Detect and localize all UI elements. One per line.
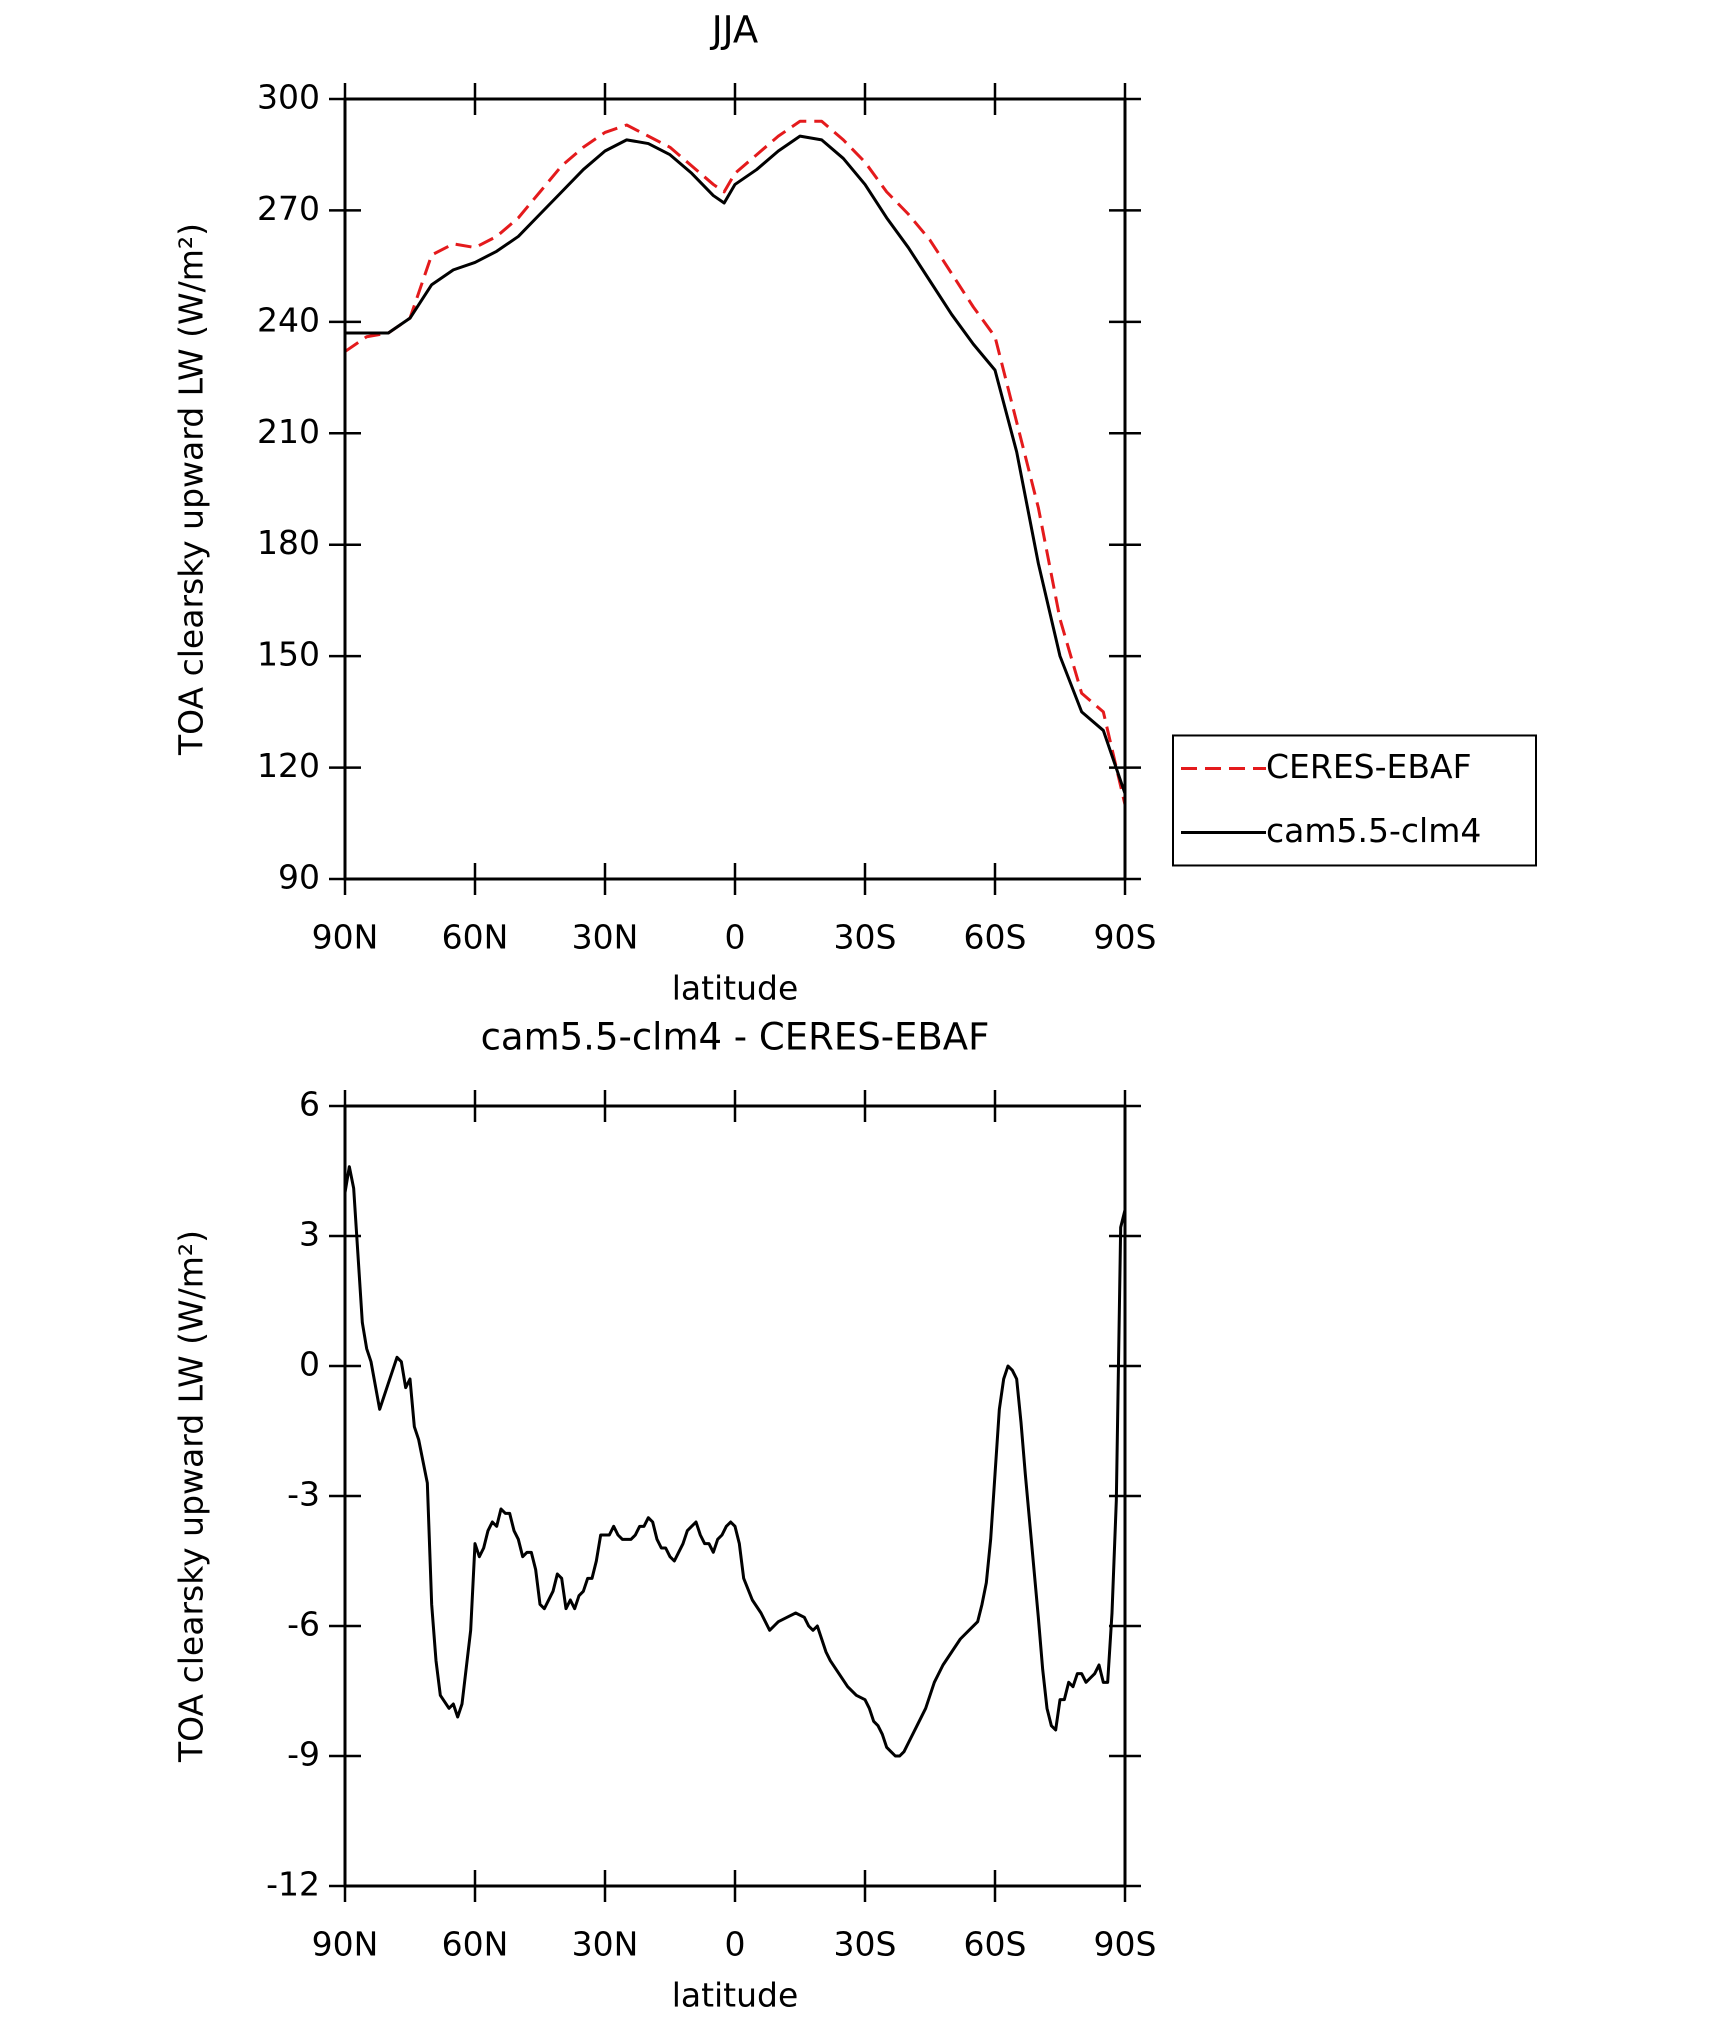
y-tick-label: -6 [287,1605,320,1644]
x-tick-label: 30N [572,918,639,957]
y-tick-label: 90 [278,858,320,897]
y-tick-label: 180 [257,523,320,562]
legend-label: CERES-EBAF [1266,747,1472,786]
x-tick-label: 60S [964,918,1027,957]
y-axis-label: TOA clearsky upward LW (W/m²) [172,223,211,756]
y-tick-label: 120 [257,746,320,785]
x-tick-label: 60N [442,1925,509,1964]
x-tick-label: 90S [1094,1925,1157,1964]
y-tick-label: 300 [257,78,320,117]
y-tick-label: 270 [257,189,320,228]
x-axis-label: latitude [672,969,799,1008]
x-tick-label: 30N [572,1925,639,1964]
legend-label: cam5.5-clm4 [1266,811,1481,850]
plot-frame [343,1104,1127,1888]
y-tick-label: 0 [299,1345,320,1384]
y-tick-label: 6 [299,1085,320,1124]
x-tick-label: 60S [964,1925,1027,1964]
series-line [343,1165,1127,1758]
x-axis-label: latitude [672,1976,799,2015]
y-tick-label: -9 [287,1735,320,1774]
y-tick-label: 240 [257,300,320,339]
y-axis-label: TOA clearsky upward LW (W/m²) [172,1230,211,1763]
y-tick-label: 3 [299,1215,320,1254]
x-tick-label: 0 [725,918,746,957]
legend-box [1172,734,1537,867]
x-tick-label: 90S [1094,918,1157,957]
plot-frame [343,97,1127,881]
series-line [345,134,1127,795]
chart-title: JJA [710,9,759,52]
x-tick-label: 0 [725,1925,746,1964]
series-line [344,119,1127,806]
y-tick-label: 150 [257,635,320,674]
y-tick-label: -3 [287,1475,320,1514]
y-tick-label: -12 [266,1865,320,1904]
x-tick-label: 60N [442,918,509,957]
x-tick-label: 90N [312,918,379,957]
chart-title: cam5.5-clm4 - CERES-EBAF [481,1016,990,1059]
x-tick-label: 30S [834,1925,897,1964]
y-tick-label: 210 [257,412,320,451]
x-tick-label: 90N [312,1925,379,1964]
x-tick-label: 30S [834,918,897,957]
